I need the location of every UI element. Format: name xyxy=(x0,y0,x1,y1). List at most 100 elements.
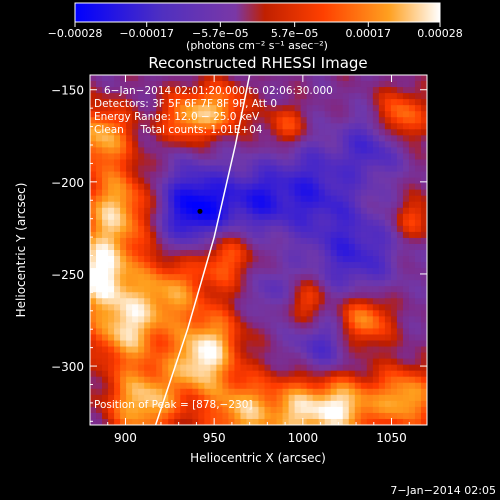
heatmap-cell xyxy=(372,201,380,209)
heatmap-cell xyxy=(300,207,308,215)
heatmap-cell xyxy=(288,268,296,275)
heatmap-cell xyxy=(108,316,115,324)
heatmap-cell xyxy=(144,292,151,299)
heatmap-cell xyxy=(138,388,145,396)
heatmap-cell xyxy=(342,346,350,354)
heatmap-cell xyxy=(234,225,242,233)
heatmap-cell xyxy=(396,189,404,197)
heatmap-cell xyxy=(264,93,272,100)
heatmap-cell xyxy=(90,268,97,275)
heatmap-cell xyxy=(264,394,272,402)
heatmap-cell xyxy=(282,358,290,366)
heatmap-cell xyxy=(366,105,374,112)
heatmap-cell xyxy=(264,292,272,299)
heatmap-cell xyxy=(90,418,97,425)
heatmap-cell xyxy=(258,231,266,239)
heatmap-cell xyxy=(90,274,97,281)
heatmap-cell xyxy=(90,346,97,354)
heatmap-cell xyxy=(372,340,380,348)
heatmap-cell xyxy=(306,93,314,100)
heatmap-cell xyxy=(354,207,362,215)
heatmap-cell xyxy=(192,225,199,233)
heatmap-cell xyxy=(144,159,151,167)
heatmap-cell xyxy=(336,231,344,239)
heatmap-cell xyxy=(264,87,272,94)
heatmap-cell xyxy=(168,412,175,420)
heatmap-cell xyxy=(234,400,242,408)
heatmap-cell xyxy=(132,243,139,251)
heatmap-cell xyxy=(240,256,248,263)
annotation-clean-counts: Clean Total counts: 1.01E+04 xyxy=(94,124,263,136)
heatmap-cell xyxy=(126,129,133,136)
heatmap-cell xyxy=(348,99,356,106)
heatmap-cell xyxy=(354,304,362,311)
heatmap-cell xyxy=(168,219,175,227)
heatmap-cell xyxy=(186,256,193,263)
heatmap-cell xyxy=(204,225,211,233)
colorbar-tick-label: −0.00028 xyxy=(48,27,103,40)
heatmap-cell xyxy=(186,153,193,161)
heatmap-cell xyxy=(132,225,139,233)
heatmap-cell xyxy=(348,280,356,287)
heatmap-cell xyxy=(420,256,427,263)
heatmap-cell xyxy=(186,364,193,372)
heatmap-cell xyxy=(132,382,139,390)
heatmap-cell xyxy=(378,280,386,287)
heatmap-cell xyxy=(276,262,284,269)
heatmap-cell xyxy=(102,364,109,372)
heatmap-cell xyxy=(126,400,133,408)
heatmap-cell xyxy=(402,213,410,221)
heatmap-cell xyxy=(138,141,145,149)
heatmap-cell xyxy=(192,292,199,299)
heatmap-cell xyxy=(264,328,272,336)
heatmap-cell xyxy=(258,117,266,124)
heatmap-cell xyxy=(222,358,230,366)
heatmap-cell xyxy=(348,304,356,311)
heatmap-cell xyxy=(270,183,278,191)
heatmap-cell xyxy=(246,418,254,425)
heatmap-cell xyxy=(282,195,290,203)
heatmap-cell xyxy=(186,123,193,130)
heatmap-cell xyxy=(354,382,362,390)
heatmap-cell xyxy=(216,280,223,287)
heatmap-cell xyxy=(150,292,157,299)
heatmap-cell xyxy=(354,231,362,239)
heatmap-cell xyxy=(174,75,181,82)
heatmap-cell xyxy=(324,123,332,130)
heatmap-cell xyxy=(132,250,139,257)
heatmap-cell xyxy=(318,153,326,161)
heatmap-cell xyxy=(192,189,199,197)
heatmap-cell xyxy=(324,298,332,305)
heatmap-cell xyxy=(414,364,422,372)
annotation-energy-range: Energy Range: 12.0 − 25.0 keV xyxy=(94,111,260,123)
heatmap-cell xyxy=(96,213,103,221)
heatmap-cell xyxy=(156,243,163,251)
heatmap-cell xyxy=(252,370,260,378)
heatmap-cell xyxy=(114,231,121,239)
heatmap-cell xyxy=(378,274,386,281)
heatmap-cell xyxy=(324,328,332,336)
heatmap-cell xyxy=(360,207,368,215)
heatmap-cell xyxy=(270,310,278,317)
heatmap-cell xyxy=(372,346,380,354)
heatmap-cell xyxy=(108,93,115,100)
heatmap-cell xyxy=(222,201,230,209)
heatmap-cell xyxy=(348,364,356,372)
heatmap-cell xyxy=(378,117,386,124)
heatmap-cell xyxy=(132,237,139,245)
heatmap-cell xyxy=(216,117,223,124)
heatmap-cell xyxy=(354,358,362,366)
heatmap-cell xyxy=(300,340,308,348)
heatmap-cell xyxy=(204,81,211,88)
heatmap-cell xyxy=(372,352,380,360)
heatmap-cell xyxy=(276,328,284,336)
heatmap-cell xyxy=(192,304,199,311)
heatmap-cell xyxy=(288,195,296,203)
heatmap-cell xyxy=(222,418,230,425)
heatmap-cell xyxy=(228,274,236,281)
heatmap-cell xyxy=(306,304,314,311)
heatmap-cell xyxy=(222,400,230,408)
heatmap-cell xyxy=(108,328,115,336)
heatmap-cell xyxy=(186,328,193,336)
heatmap-cell xyxy=(372,129,380,136)
